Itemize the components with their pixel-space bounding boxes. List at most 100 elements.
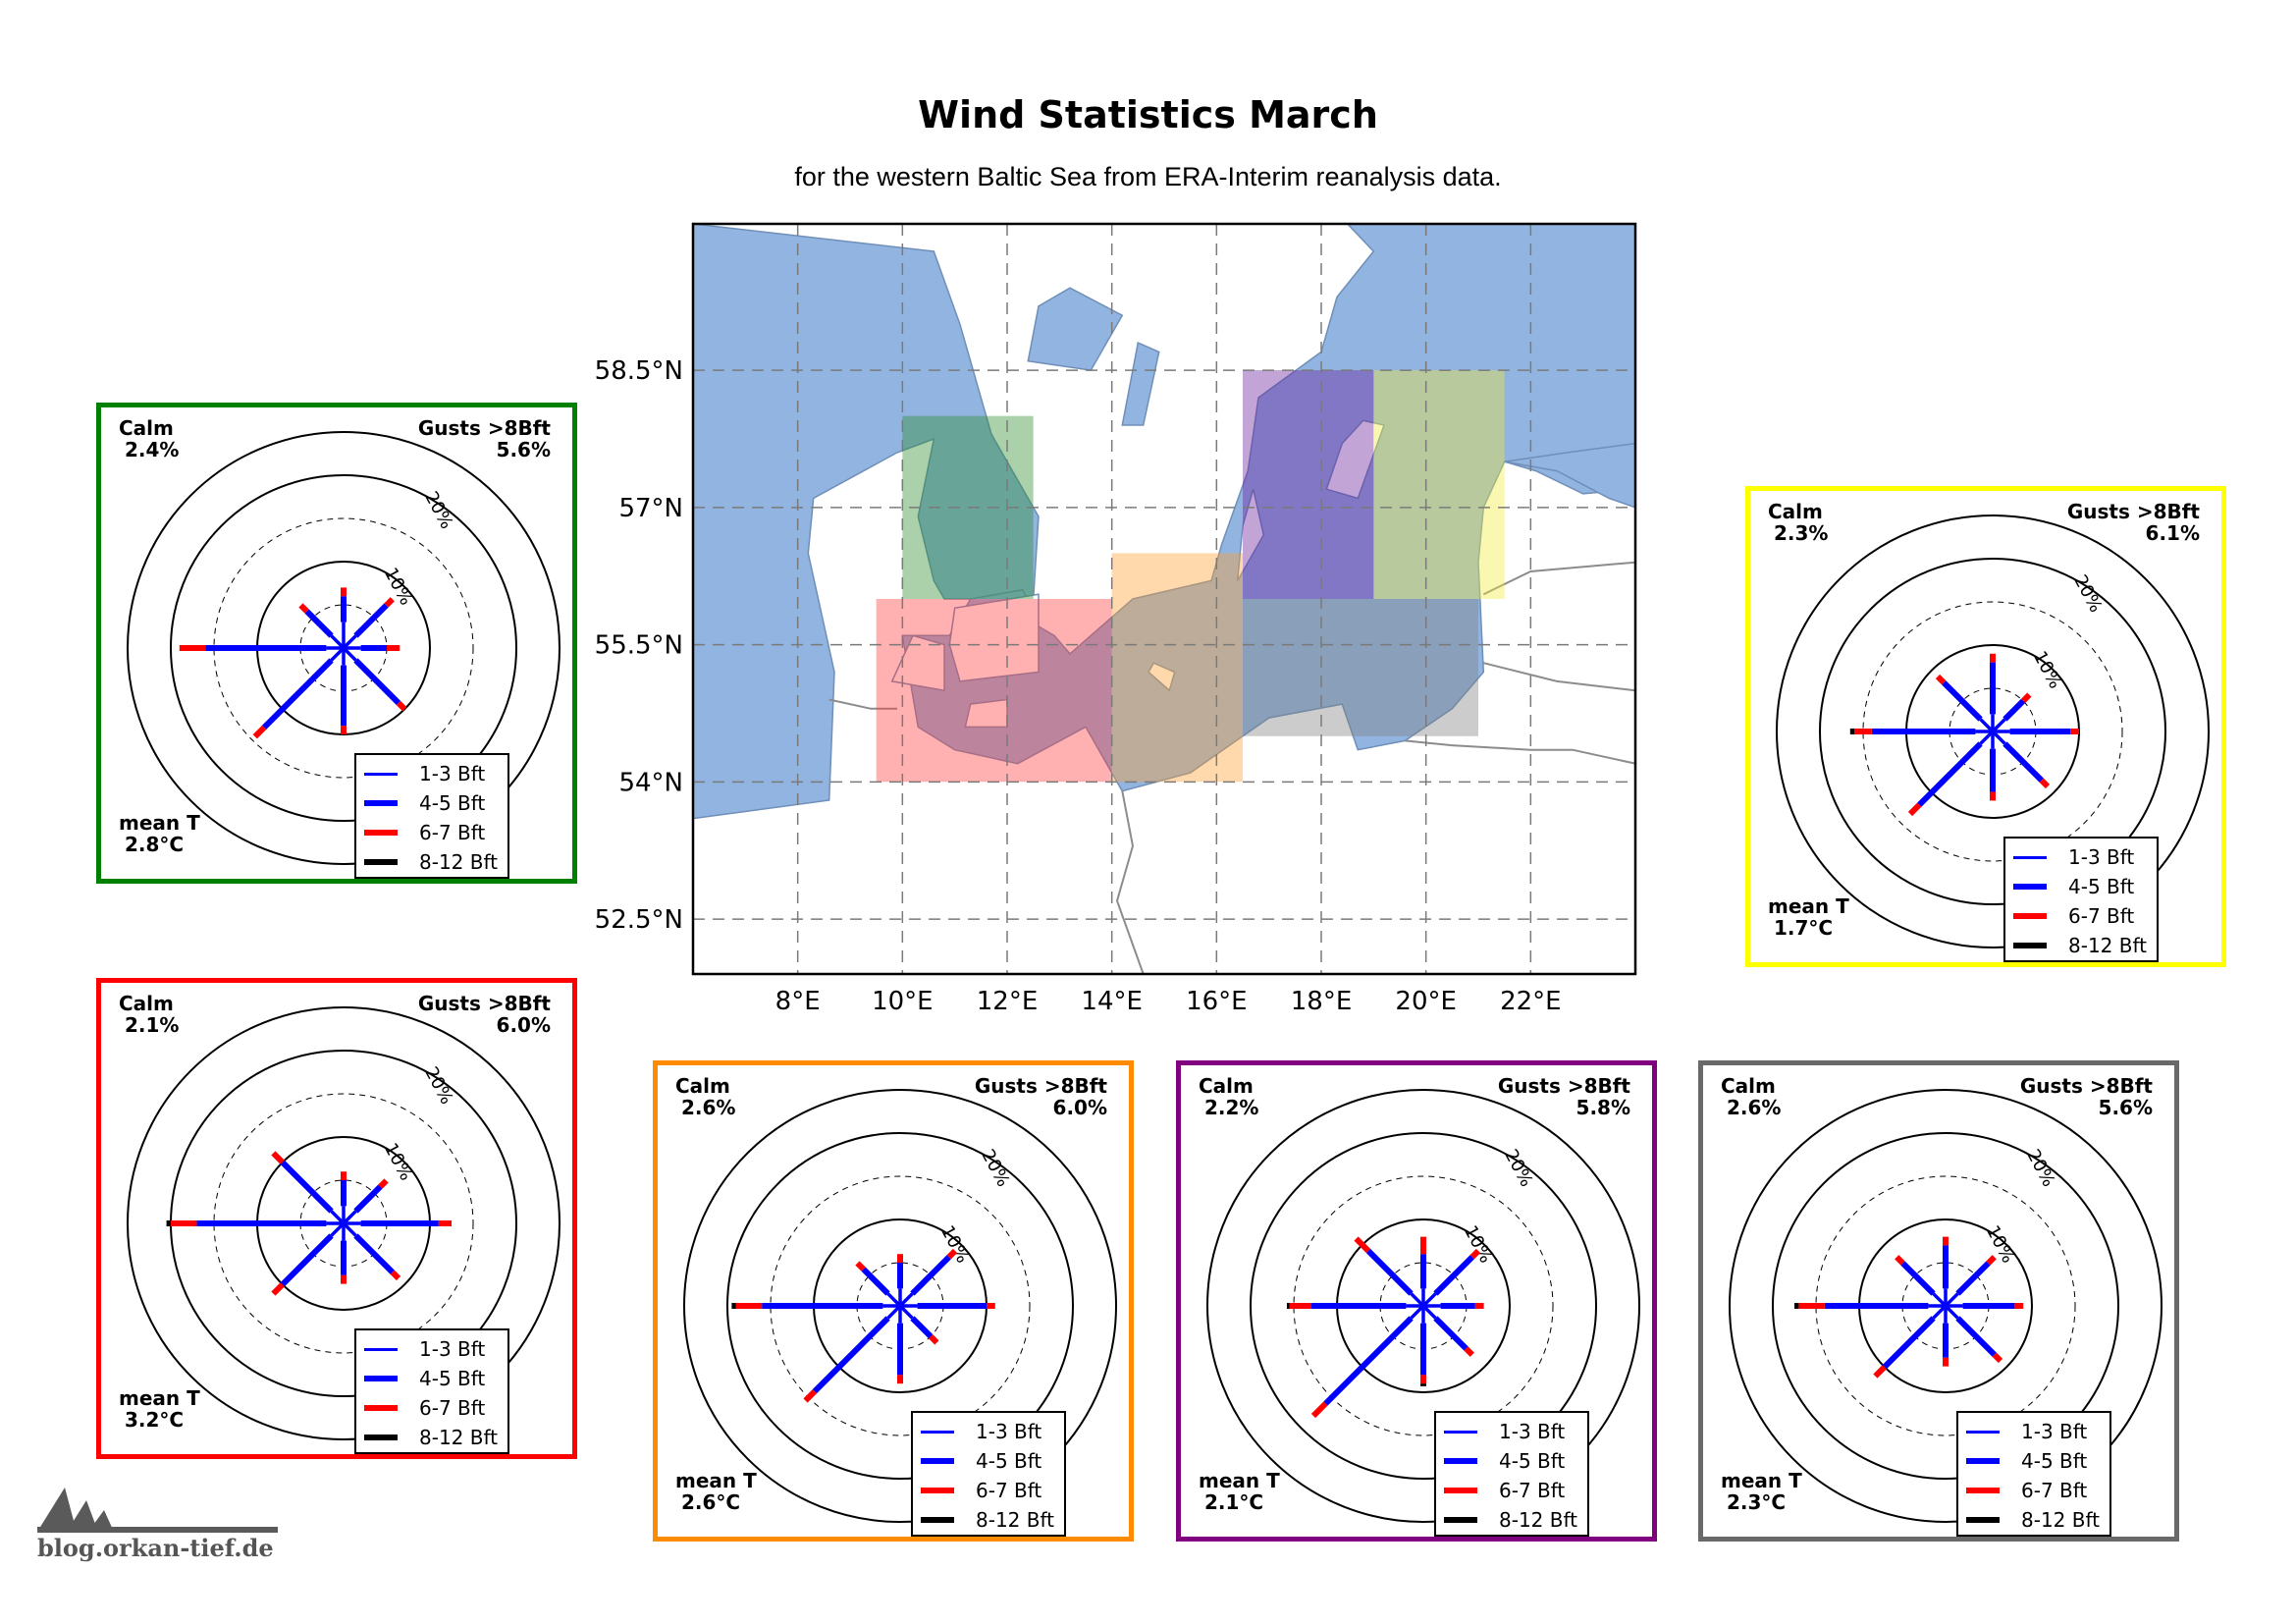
gusts-label: Gusts >8Bft 5.6% <box>417 416 551 461</box>
legend: 1-3 Bft 4-5 Bft 6-7 Bft 8-12 Bft <box>354 1328 509 1454</box>
legend-swatch <box>1444 1458 1477 1464</box>
gusts-label: Gusts >8Bft 6.0% <box>417 992 551 1037</box>
spoke-SE-bft1 <box>1421 1304 1437 1320</box>
country-border <box>1115 790 1145 974</box>
region-purple <box>1243 370 1374 599</box>
legend-swatch <box>1966 1517 2000 1523</box>
spoke-SE-bft1 <box>342 1221 357 1237</box>
legend-item: 8-12 Bft <box>1444 1505 1579 1535</box>
spoke-NW-bft2 <box>280 1160 334 1214</box>
legend-item: 4-5 Bft <box>1444 1446 1579 1476</box>
ring-20 <box>726 1132 1074 1480</box>
legend-item: 1-3 Bft <box>2013 842 2149 872</box>
legend-swatch <box>364 1435 398 1440</box>
legend-label: 4-5 Bft <box>976 1449 1042 1473</box>
spoke-SW-bft1 <box>330 646 346 662</box>
spoke-SE-bft3 <box>1992 1352 2003 1364</box>
ring-label: 20% <box>420 488 456 532</box>
ring-label: 20% <box>2069 571 2106 616</box>
spoke-SW-bft2 <box>1917 741 1983 807</box>
spoke-NW-bft1 <box>1979 718 1995 733</box>
spoke-SW-bft3 <box>803 1388 818 1403</box>
site-logo-text: blog.orkan-tief.de <box>37 1534 274 1562</box>
spoke-SW-bft3 <box>1310 1401 1328 1419</box>
lake <box>1027 287 1124 371</box>
lon-tick-label: 22°E <box>1500 987 1562 1016</box>
spoke-SW-bft1 <box>886 1304 902 1320</box>
spoke-SW-bft2 <box>1323 1316 1414 1406</box>
legend-label: 6-7 Bft <box>419 821 486 844</box>
ring-label: 20% <box>2022 1146 2058 1190</box>
lat-tick-label: 57°N <box>618 494 683 523</box>
spoke-SE-bft3 <box>1464 1346 1474 1357</box>
spoke-NW-bft1 <box>330 634 346 650</box>
ring-25 <box>127 431 561 865</box>
legend-swatch <box>921 1517 954 1523</box>
legend-item: 4-5 Bft <box>2013 872 2149 901</box>
sea-area <box>693 224 1040 820</box>
ring-15 <box>1862 601 2123 862</box>
spoke-SE-bft3 <box>396 700 407 712</box>
spoke-SE-bft1 <box>898 1304 914 1320</box>
lon-tick-label: 20°E <box>1395 987 1457 1016</box>
legend-swatch <box>1444 1517 1477 1523</box>
legend-label: 1-3 Bft <box>419 762 486 785</box>
legend-item: 6-7 Bft <box>364 1393 500 1423</box>
lat-tick-label: 52.5°N <box>595 905 683 935</box>
legend-label: 6-7 Bft <box>419 1396 486 1420</box>
mean-t-label: mean T 2.6°C <box>675 1469 757 1514</box>
lon-tick-label: 16°E <box>1186 987 1248 1016</box>
legend-swatch <box>921 1488 954 1493</box>
page-title: Wind Statistics March <box>918 93 1378 136</box>
map-area <box>693 224 1635 974</box>
spoke-NE-bft2 <box>1955 1261 1991 1296</box>
ring-15 <box>770 1175 1031 1436</box>
spoke-SW-bft2 <box>1882 1316 1936 1370</box>
legend-item: 8-12 Bft <box>2013 931 2149 960</box>
spoke-NE-bft3 <box>1469 1248 1481 1260</box>
legend-label: 8-12 Bft <box>1499 1508 1577 1532</box>
spoke-NE-bft2 <box>1433 1255 1474 1296</box>
legend-label: 8-12 Bft <box>419 850 498 874</box>
spoke-SE-bft2 <box>1433 1316 1468 1351</box>
spoke-SW-bft2 <box>280 1233 334 1287</box>
country-border <box>1483 662 1635 692</box>
ring-label: 10% <box>1460 1222 1496 1267</box>
legend-item: 8-12 Bft <box>364 847 500 877</box>
legend-label: 8-12 Bft <box>976 1508 1054 1532</box>
legend-swatch <box>1966 1488 2000 1493</box>
spoke-NE-bft3 <box>384 597 395 608</box>
gusts-label: Gusts >8Bft 5.6% <box>2019 1074 2153 1119</box>
spoke-SW-bft2 <box>261 658 334 731</box>
legend-swatch <box>921 1458 954 1464</box>
spoke-NE-bft3 <box>1986 1255 1997 1266</box>
wind-rose-gray: 10%20% <box>1729 1089 2163 1523</box>
legend-swatch <box>2013 943 2047 948</box>
spoke-NW-bft2 <box>861 1267 890 1296</box>
legend-item: 1-3 Bft <box>1966 1417 2102 1446</box>
spoke-NW-bft3 <box>1935 674 1947 685</box>
ring-15 <box>1293 1175 1554 1436</box>
mean-t-label: mean T 2.3°C <box>1721 1469 1802 1514</box>
wind-rose-panel-gray: 10% 20% Calm 2.6% Gusts >8Bft 5.6% mean T 2.3°C… <box>1698 1060 2179 1542</box>
legend-swatch <box>364 800 398 806</box>
spoke-NW-bft1 <box>1410 1292 1425 1308</box>
spoke-SW-bft3 <box>1873 1365 1887 1379</box>
wind-rose-orange: 10%20% <box>683 1089 1117 1523</box>
ring-25 <box>1206 1089 1640 1523</box>
legend-swatch <box>1966 1430 2000 1434</box>
region-gray <box>1243 599 1478 736</box>
spoke-NW-bft2 <box>1365 1248 1414 1296</box>
spoke-SE-bft3 <box>928 1333 939 1345</box>
island <box>948 593 1040 682</box>
spoke-SE-bft2 <box>353 1233 395 1274</box>
legend-item: 6-7 Bft <box>1444 1476 1579 1505</box>
wind-rose-panel-yellow: 10% 20% Calm 2.3% Gusts >8Bft 6.1% mean T 1.7°C… <box>1745 486 2226 967</box>
sea-area <box>1504 442 1635 509</box>
legend-label: 8-12 Bft <box>419 1426 498 1449</box>
wind-rose-green: 10%20% <box>127 431 561 865</box>
wind-rose-panel-orange: 10% 20% Calm 2.6% Gusts >8Bft 6.0% mean T 2.6°C… <box>653 1060 1134 1542</box>
spoke-NW-bft3 <box>298 603 309 614</box>
legend-item: 8-12 Bft <box>921 1505 1056 1535</box>
